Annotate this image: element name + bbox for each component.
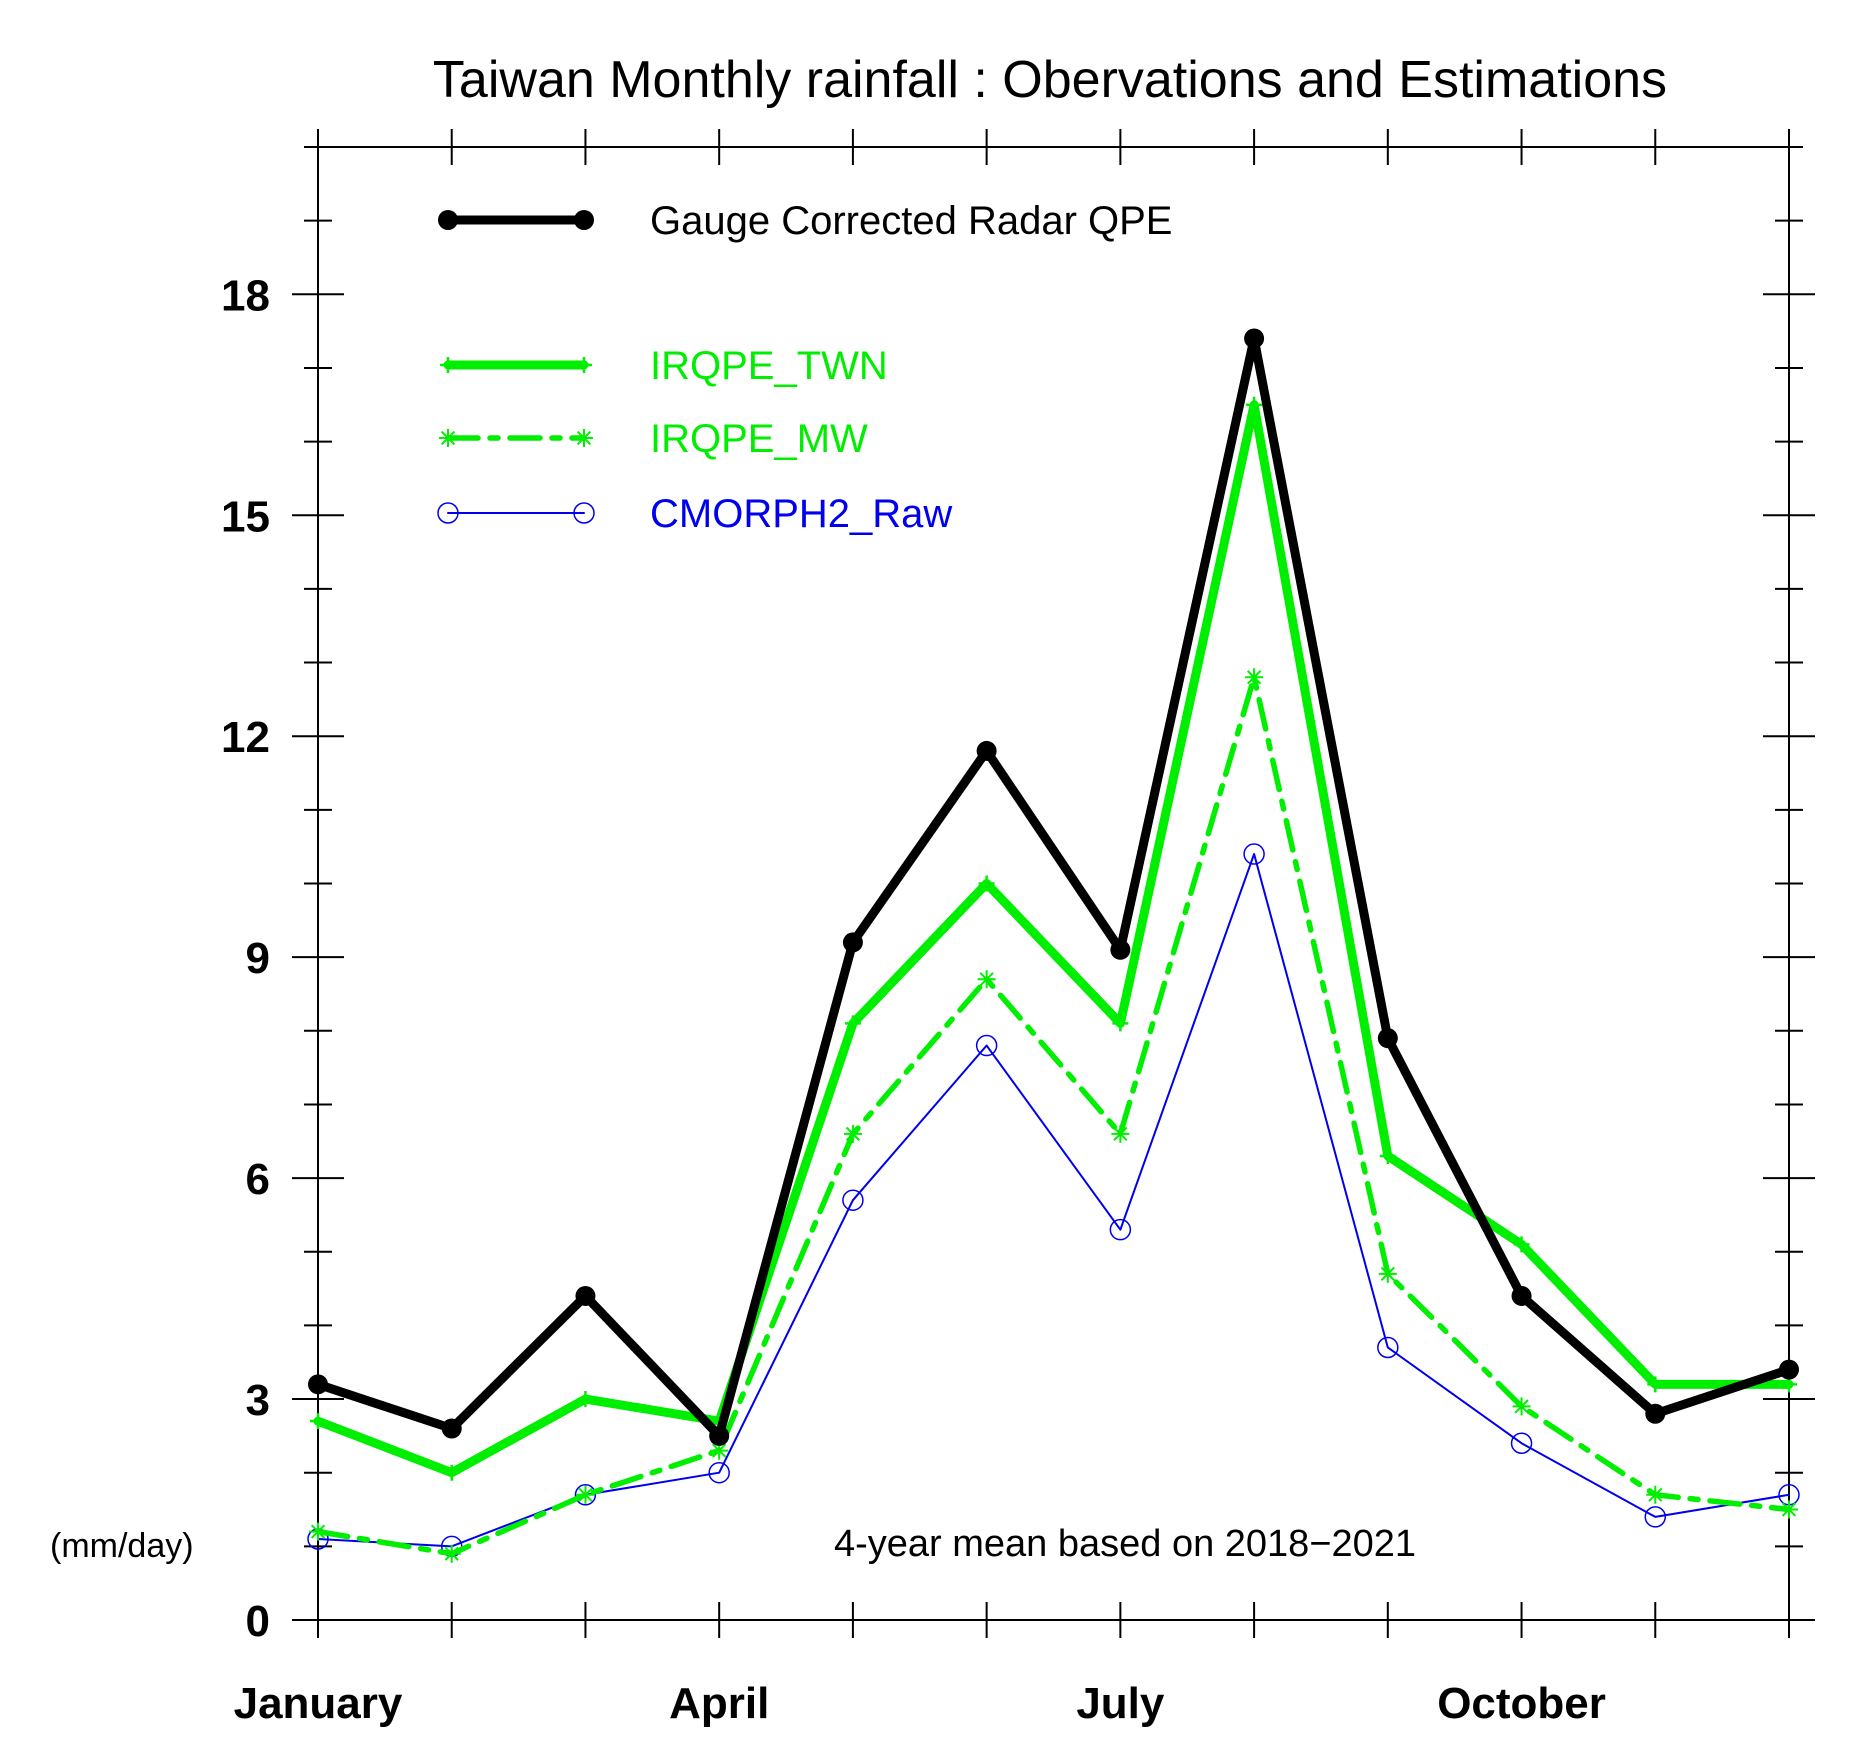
data-point-asterisk [1646,1485,1665,1504]
data-point-dot [441,1418,462,1439]
data-point-plus [443,1464,460,1481]
y-tick-label: 18 [221,271,270,320]
y-tick-label: 3 [246,1376,270,1425]
data-point-asterisk [1111,1124,1130,1143]
legend-item: IRQPE_TWN [440,344,888,388]
data-point-plus [1112,1015,1129,1032]
period-annotation: 4-year mean based on 2018−2021 [834,1523,1416,1565]
data-point-dot [575,1285,596,1306]
data-point-circle [708,1461,730,1484]
data-point-asterisk [1245,668,1264,687]
data-point-asterisk [442,1544,461,1563]
data-point-dot [1645,1403,1666,1424]
data-point-plus [576,357,592,373]
y-tick-label: 9 [246,934,270,983]
data-point-dot [1377,1028,1398,1049]
x-tick-labels: January April July October [234,1679,1606,1728]
data-point-plus [1246,396,1263,413]
x-tick-label: January [234,1679,403,1728]
data-point-dot [842,932,863,953]
y-tick-label: 12 [221,713,270,762]
data-point-circle [975,1034,998,1057]
x-tick-label: April [669,1679,769,1728]
data-point-dot [1779,1359,1799,1380]
data-point-circle [1109,1218,1132,1241]
data-point-circle [842,1189,864,1211]
data-point-asterisk [439,429,457,447]
series-irqpe-mw [309,668,1798,1563]
data-point-circle [1510,1432,1533,1454]
data-point-plus [440,357,456,373]
data-point-circle [1243,843,1265,865]
data-point-dot [709,1425,730,1446]
data-point-dot [1110,939,1131,960]
legend-label: IRQPE_MW [650,417,868,461]
axis-ticks [292,129,1815,1638]
y-tick-label: 0 [246,1597,270,1646]
data-point-circle [1644,1506,1667,1528]
data-point-asterisk [576,1485,595,1504]
data-point-plus [1513,1236,1530,1253]
series-line [313,400,1794,1478]
legend-item: IRQPE_MW [439,417,868,461]
legend: Gauge Corrected Radar QPE IRQPE_TWN IRQPE_… [437,199,1172,536]
legend-label: CMORPH2_Raw [650,492,952,536]
legend-item: Gauge Corrected Radar QPE [438,199,1172,243]
legend-label: IRQPE_TWN [650,344,888,388]
data-point-asterisk [575,429,593,447]
data-series [307,328,1800,1563]
legend-label: Gauge Corrected Radar QPE [650,199,1172,243]
data-point-circle [573,502,595,524]
data-point-asterisk [977,970,996,989]
data-point-asterisk [1378,1264,1397,1283]
data-point-dot [574,210,594,230]
x-tick-label: July [1076,1679,1165,1728]
series-line [315,674,1792,1557]
data-point-asterisk [843,1124,862,1143]
data-point-circle [437,502,459,524]
data-point-plus [577,1391,594,1408]
data-point-circle [1377,1336,1399,1359]
series-gauge-corrected-radar-qpe [308,328,1799,1446]
data-point-circle [574,1484,597,1506]
y-axis-unit-label: (mm/day) [50,1527,194,1565]
data-point-dot [1244,328,1265,349]
data-point-asterisk [1780,1500,1798,1519]
data-point-dot [976,740,997,761]
data-point-plus [1647,1376,1664,1393]
data-point-asterisk [1512,1397,1531,1416]
series-line [313,333,1794,1441]
data-point-plus [844,1015,861,1032]
data-point-plus [310,1413,326,1430]
series-irqpe-twn [310,396,1797,1481]
y-tick-label: 15 [221,492,270,541]
data-point-dot [1511,1285,1532,1306]
data-point-plus [978,875,995,892]
data-point-dot [438,210,458,230]
chart-title: Taiwan Monthly rainfall : Obervations an… [433,51,1667,109]
x-tick-label: October [1437,1679,1606,1728]
data-point-plus [1379,1148,1396,1165]
legend-item: CMORPH2_Raw [437,492,952,536]
data-point-asterisk [710,1441,729,1460]
data-point-asterisk [309,1522,327,1541]
data-point-dot [308,1374,328,1395]
y-tick-labels: 0 3 6 9 12 15 18 [221,271,270,1646]
y-tick-label: 6 [246,1155,270,1204]
